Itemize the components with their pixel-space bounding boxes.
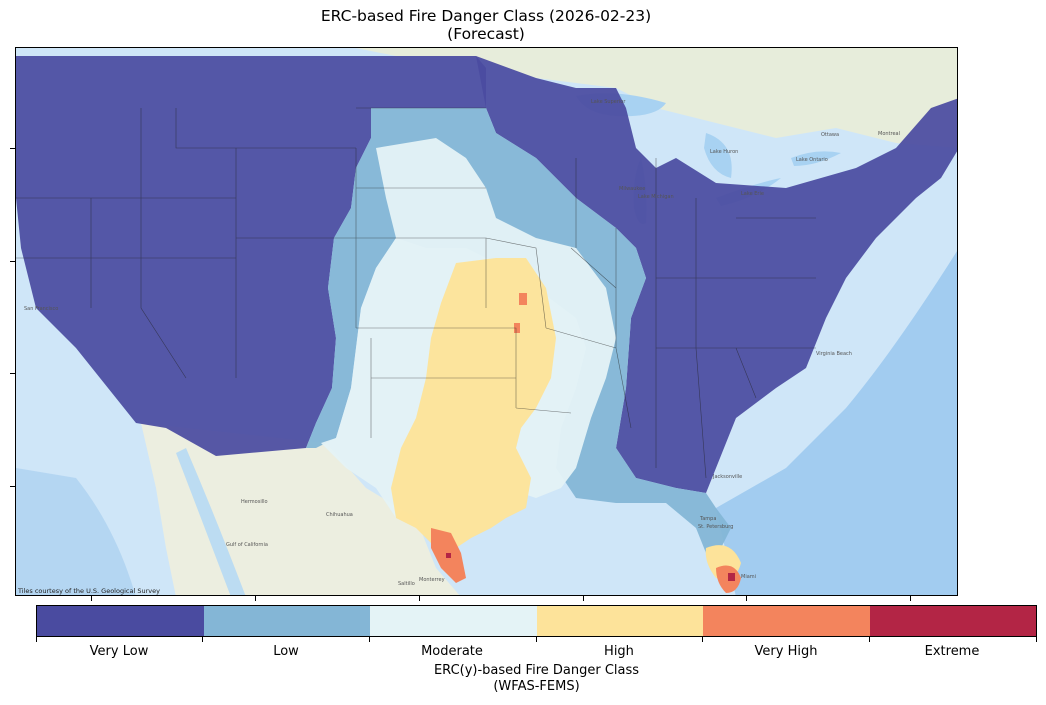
map-attribution: Tiles courtesy of the U.S. Geological Su… [18, 587, 160, 595]
y-axis-tick [10, 373, 15, 374]
colorbar-title: ERC(y)-based Fire Danger Class (WFAS-FEM… [36, 663, 1037, 695]
colorbar-tick [369, 637, 370, 642]
colorbar-tick [202, 637, 203, 642]
basemap-label-miami: Miami [741, 574, 756, 580]
x-axis-tick [91, 596, 92, 601]
colorbar-label-very-high: Very High [754, 644, 818, 659]
colorbar-very-high [703, 606, 870, 636]
very-low-east [476, 56, 957, 493]
basemap-label-lake-superior: Lake Superior [591, 99, 626, 105]
colorbar-moderate [370, 606, 537, 636]
basemap-label-jacksonville: Jacksonville [712, 474, 742, 480]
colorbar-tick [702, 637, 703, 642]
colorbar-low [203, 606, 370, 636]
x-axis-tick [583, 596, 584, 601]
basemap-label-gulf-of-california: Gulf of California [226, 542, 268, 548]
basemap-label-st-petersburg: St. Petersburg [698, 524, 733, 530]
fire-danger-map: Hermosillo Chihuahua Monterrey Saltillo … [16, 48, 957, 595]
colorbar-extreme [869, 606, 1036, 636]
x-axis-tick [255, 596, 256, 601]
extreme-spot-florida [728, 573, 735, 581]
lake-ontario [791, 151, 841, 166]
x-axis-tick [419, 596, 420, 601]
colorbar-label-extreme: Extreme [924, 644, 980, 659]
canada-land [356, 48, 957, 148]
basemap-label-chihuahua: Chihuahua [326, 512, 353, 518]
map-title: ERC-based Fire Danger Class (2026-02-23)… [0, 7, 972, 43]
lake-huron [704, 133, 732, 178]
basemap-label-saltillo: Saltillo [398, 581, 415, 587]
basemap-label-virginia-beach: Virginia Beach [816, 351, 852, 357]
extreme-spot-texas [446, 553, 451, 558]
colorbar-tick [1036, 637, 1037, 642]
colorbar-label-very-low: Very Low [89, 644, 149, 659]
y-axis-tick [10, 261, 15, 262]
high-southern-plains [391, 258, 556, 568]
colorbar-label-low: Low [273, 644, 299, 659]
colorbar-tick [36, 637, 37, 642]
very-high-spot [514, 323, 520, 333]
basemap-labels: Hermosillo Chihuahua Monterrey Saltillo … [24, 99, 900, 587]
map-title-line2: (Forecast) [447, 25, 525, 43]
colorbar-tick [869, 637, 870, 642]
y-axis-tick [10, 148, 15, 149]
basemap-label-ottawa: Ottawa [821, 132, 839, 138]
map-title-line1: ERC-based Fire Danger Class (2026-02-23) [320, 7, 652, 25]
pacific-deep-water [16, 468, 136, 595]
basemap-label-tampa: Tampa [699, 516, 716, 522]
state-boundaries [16, 107, 816, 479]
basemap-label-milwaukee: Milwaukee [619, 186, 645, 192]
colorbar-tick [536, 637, 537, 642]
basemap-label-lake-huron: Lake Huron [710, 149, 738, 155]
basemap-label-montreal: Montreal [878, 131, 900, 137]
basemap-label-lake-michigan: Lake Michigan [638, 194, 674, 200]
colorbar-label-moderate: Moderate [421, 644, 483, 659]
basemap-label-lake-erie: Lake Erie [741, 191, 764, 197]
x-axis-tick [910, 596, 911, 601]
very-high-spot [519, 293, 527, 305]
x-axis-tick [746, 596, 747, 601]
gulf-of-california [176, 448, 246, 595]
basemap-label-san-francisco: San Francisco [24, 306, 58, 312]
colorbar-label-high: High [604, 644, 634, 659]
atlantic-deep-water [716, 251, 957, 595]
very-low-west [16, 56, 486, 456]
basemap-label-lake-ontario: Lake Ontario [796, 157, 828, 163]
colorbar [36, 605, 1037, 637]
basemap-label-monterrey: Monterrey [419, 577, 445, 583]
basemap-label-hermosillo: Hermosillo [241, 499, 268, 505]
y-axis-tick [10, 486, 15, 487]
map-panel[interactable]: Hermosillo Chihuahua Monterrey Saltillo … [15, 47, 958, 596]
colorbar-title-line1: ERC(y)-based Fire Danger Class [433, 663, 640, 678]
colorbar-title-line2: (WFAS-FEMS) [493, 679, 580, 694]
colorbar-high [536, 606, 703, 636]
colorbar-very-low [37, 606, 204, 636]
